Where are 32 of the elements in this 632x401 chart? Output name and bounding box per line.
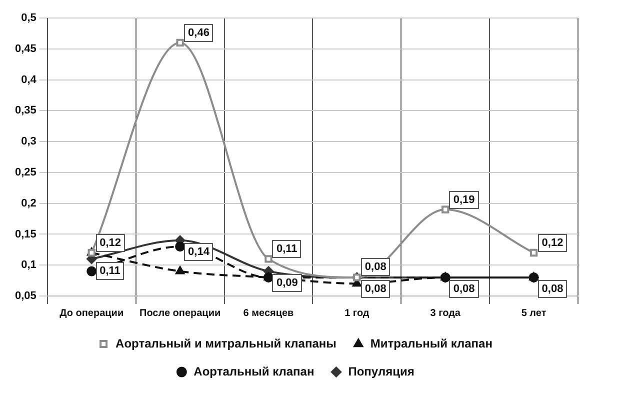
y-tick-label: 0,05 [14,290,36,302]
y-tick-label: 0,4 [21,74,38,86]
x-tick-label: После операции [140,308,221,319]
x-tick-label: 6 месяцев [243,308,294,319]
legend-label: Аортальный клапан [194,364,314,378]
x-tick-label: 1 год [344,308,370,319]
data-label: 0,08 [364,261,386,274]
y-tick-label: 0,15 [14,228,36,240]
data-label: 0,19 [453,194,475,206]
y-tick-label: 0,5 [21,12,36,24]
legend-label: Митральный клапан [370,336,492,350]
data-label: 0,11 [100,264,120,277]
data-label: 0,14 [188,246,210,258]
y-tick-label: 0,3 [21,136,36,148]
x-tick-label: 5 лет [521,308,546,319]
data-label: 0,11 [276,242,298,255]
y-tick-label: 0,1 [21,259,36,272]
legend-label: Аортальный и митральный клапаны [116,336,336,350]
data-label: 0,08 [542,283,564,296]
data-label: 0,46 [188,26,210,39]
data-label: 0,09 [276,277,298,290]
y-tick-label: 0,2 [21,197,36,210]
y-tick-label: 0,25 [14,166,36,178]
legend-label: Популяция [348,364,414,378]
y-tick-label: 0,35 [14,104,36,117]
x-tick-label: До операции [60,308,124,319]
x-tick-label: 3 года [430,308,461,319]
data-label: 0,08 [364,283,386,296]
data-label: 0,12 [542,236,564,249]
data-label: 0,08 [453,283,475,296]
y-tick-label: 0,45 [14,42,36,55]
data-label: 0,12 [100,236,122,249]
